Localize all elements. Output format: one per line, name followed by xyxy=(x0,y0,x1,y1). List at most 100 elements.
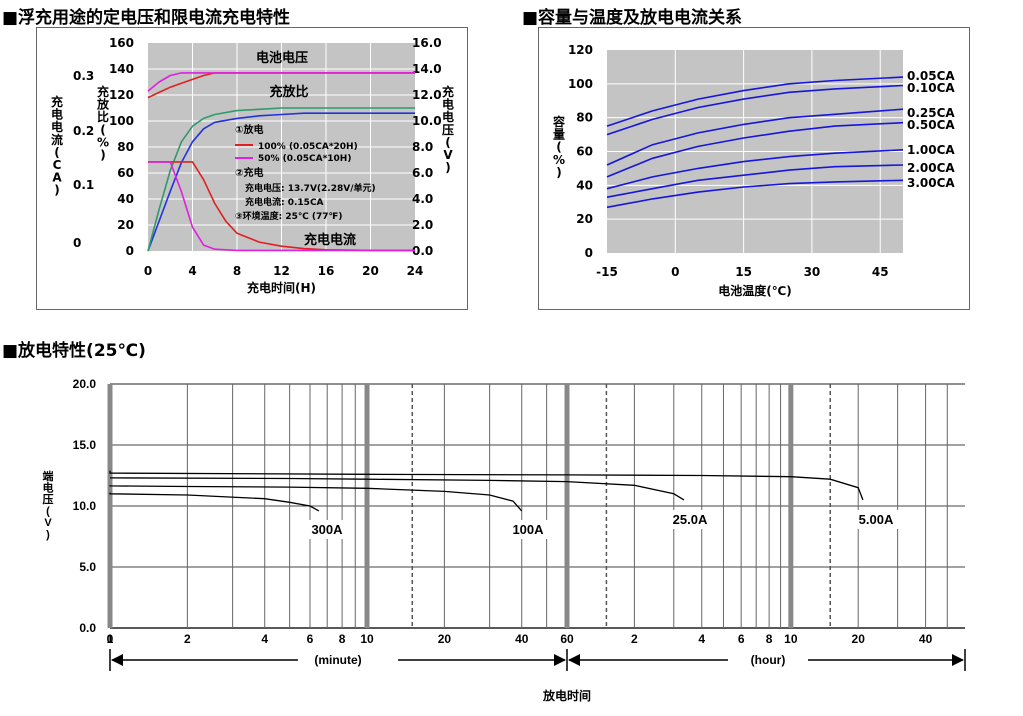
discharge-minute-tick-label: 60 xyxy=(560,632,574,646)
discharge-minute-tick-label: 1 xyxy=(107,632,114,646)
minute-unit-label: (minute) xyxy=(314,653,361,667)
discharge-series-label: 5.00A xyxy=(859,512,894,527)
discharge-series-line-3 xyxy=(109,477,685,501)
minute-arrowhead-left xyxy=(111,654,123,666)
charging-x-tick-label: 24 xyxy=(407,264,424,278)
discharge-series-label: 25.0A xyxy=(673,512,708,527)
discharge-series-label-bg xyxy=(303,520,351,539)
charging-x-tick-label: 16 xyxy=(318,264,335,278)
discharge-minute-tick-label: 6 xyxy=(307,632,314,646)
capacity-x-tick-label: 0 xyxy=(671,265,679,279)
capacity-y-axis-title: 容量(%) xyxy=(552,114,565,179)
discharge-y-tick-label: 10.0 xyxy=(73,499,97,513)
discharge-series-label: 100A xyxy=(512,522,544,537)
voltage-tick-label: 4.0 xyxy=(412,192,433,206)
voltage-tick-label: 16.0 xyxy=(412,36,442,50)
capacity-x-tick-label: -15 xyxy=(596,265,618,279)
capacity-series-line-3 xyxy=(606,108,904,166)
discharge-minute-tick-label: 0 xyxy=(107,632,114,646)
discharge-y-axis-title: 端电压(V) xyxy=(43,469,54,541)
discharge-minute-tick-label: 20 xyxy=(438,632,452,646)
discharge-hour-tick-label: 4 xyxy=(698,632,705,646)
charging-x-tick-label: 12 xyxy=(273,264,290,278)
capacity-y-tick-label: 0 xyxy=(585,246,593,260)
capacity-y-tick-label: 60 xyxy=(576,145,593,159)
minute-arrowhead-right xyxy=(554,654,566,666)
discharge-series-line-1 xyxy=(109,492,320,512)
discharge-series-label-bg xyxy=(852,510,900,529)
voltage-axis-title: 充电电压(V) xyxy=(442,84,454,175)
voltage-tick-label: 14.0 xyxy=(412,62,442,76)
charge-legend-heading: ②充电 xyxy=(235,166,263,179)
discharge-minute-tick-label: 8 xyxy=(339,632,346,646)
ratio-tick-label: 160 xyxy=(109,36,134,50)
capacity-series-label: 2.00CA xyxy=(907,161,955,175)
voltage-tick-label: 10.0 xyxy=(412,114,442,128)
hour-unit-label: (hour) xyxy=(751,653,786,667)
ratio-tick-label: 120 xyxy=(109,88,134,102)
capacity-section-title: ■容量与温度及放电电流关系 xyxy=(522,8,743,28)
voltage-tick-label: 2.0 xyxy=(412,218,433,232)
ratio-tick-label: 60 xyxy=(117,166,134,180)
hour-arrowhead-left xyxy=(568,654,580,666)
discharge-legend-heading: ①放电 xyxy=(235,123,263,136)
ratio-tick-label: 20 xyxy=(117,218,134,232)
voltage-tick-label: 8.0 xyxy=(412,140,433,154)
discharge-y-tick-label: 5.0 xyxy=(79,560,96,574)
current-tick-label: 0.2 xyxy=(73,124,94,138)
ratio-tick-label: 80 xyxy=(117,140,134,154)
charging-chart-panel: 160 140 120 100 80 60 40 20 0 16.0 14.0 12.0 10.0 8.0… xyxy=(36,27,468,310)
discharge-y-tick-label: 15.0 xyxy=(73,438,97,452)
capacity-series-line-4 xyxy=(606,121,904,178)
capacity-y-tick-label: 120 xyxy=(568,43,593,57)
capacity-y-tick-label: 100 xyxy=(568,77,593,91)
charging-x-tick-label: 20 xyxy=(362,264,379,278)
charge-current-annotation: 充电电流 xyxy=(304,232,356,248)
ratio-tick-label: 0 xyxy=(126,244,134,258)
voltage-tick-label: 12.0 xyxy=(412,88,442,102)
discharge-hour-tick-label: 10 xyxy=(784,632,798,646)
discharge-minute-tick-label: 40 xyxy=(515,632,529,646)
ratio-axis-title: 充放比(%) xyxy=(96,84,110,162)
discharge-hour-tick-label: 20 xyxy=(852,632,866,646)
capacity-series-line-7 xyxy=(606,179,904,209)
capacity-series-line-5 xyxy=(606,149,904,190)
charging-series-line-1 xyxy=(147,112,415,252)
voltage-tick-label: 6.0 xyxy=(412,166,433,180)
hour-arrowhead-right xyxy=(952,654,964,666)
charging-x-axis-title: 充电时间(H) xyxy=(247,280,316,295)
discharge-y-tick-label: 20.0 xyxy=(73,377,97,391)
current-tick-label: 0 xyxy=(73,236,81,250)
charging-x-tick-label: 0 xyxy=(144,264,152,278)
capacity-x-tick-label: 30 xyxy=(804,265,821,279)
discharge-series-label: 300A xyxy=(311,522,343,537)
ambient-temperature-note: ③环境温度: 25℃ (77℉) xyxy=(235,210,342,222)
discharge-series-line-2 xyxy=(109,485,523,512)
discharge-minute-tick-label: 4 xyxy=(261,632,268,646)
voltage-tick-label: 0.0 xyxy=(412,244,433,258)
discharge-minute-tick-label: 10 xyxy=(360,632,374,646)
discharge-hour-tick-label: 8 xyxy=(766,632,773,646)
charging-series-line-4 xyxy=(147,72,415,92)
capacity-y-tick-label: 40 xyxy=(576,178,593,192)
charging-x-tick-label: 8 xyxy=(233,264,241,278)
capacity-series-label: 0.25CA xyxy=(907,106,955,120)
charge-current-note: 充电电流: 0.15CA xyxy=(245,196,324,208)
discharge-y-tick-label: 0.0 xyxy=(79,621,96,635)
ratio-tick-label: 100 xyxy=(109,114,134,128)
discharge-hour-tick-label: 40 xyxy=(919,632,933,646)
charging-chart: 16014012010080604020016.014.012.010.08.0… xyxy=(51,36,454,295)
legend-50-label: 50% (0.05CA*10H) xyxy=(258,154,351,164)
capacity-x-tick-label: 45 xyxy=(872,265,889,279)
capacity-series-label: 0.50CA xyxy=(907,118,955,132)
charge-voltage-note: 充电电压: 13.7V(2.28V/单元) xyxy=(245,182,376,194)
discharge-series-label-bg xyxy=(504,520,552,539)
charge-ratio-annotation: 充放比 xyxy=(269,84,308,100)
charging-series-line-2 xyxy=(147,107,415,252)
battery-voltage-annotation: 电池电压 xyxy=(256,50,308,66)
discharge-series-label-bg xyxy=(666,510,714,529)
discharge-hour-tick-label: 2 xyxy=(631,632,638,646)
capacity-series-label: 0.05CA xyxy=(907,69,955,83)
ratio-tick-label: 140 xyxy=(109,62,134,76)
discharge-x-axis-title: 放电时间 xyxy=(542,688,591,703)
